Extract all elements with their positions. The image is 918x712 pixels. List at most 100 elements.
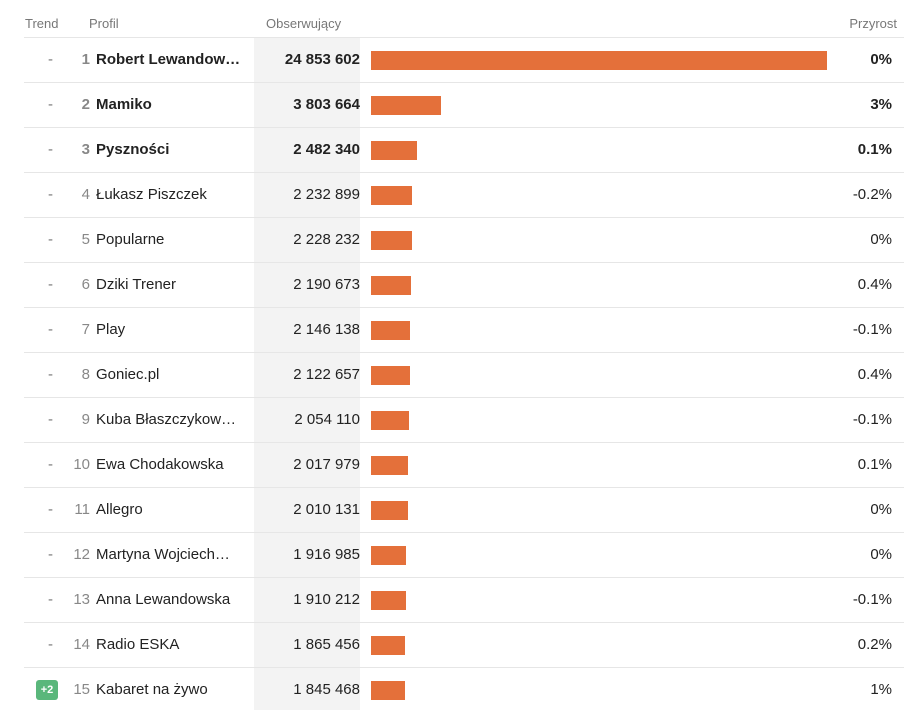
header-profile[interactable]: Profil <box>89 16 119 31</box>
growth-value: 0% <box>870 231 892 248</box>
growth-value: 1% <box>870 681 892 698</box>
followers-bar <box>371 276 411 295</box>
table-row[interactable]: - 7 Play 2 146 138 -0.1% <box>24 307 904 352</box>
table-row[interactable]: - 11 Allegro 2 010 131 0% <box>24 487 904 532</box>
growth-value: -0.2% <box>852 186 892 203</box>
table-row[interactable]: - 2 Mamiko 3 803 664 3% <box>24 82 904 127</box>
table-row[interactable]: - 14 Radio ESKA 1 865 456 0.2% <box>24 622 904 667</box>
table-row[interactable]: - 5 Popularne 2 228 232 0% <box>24 217 904 262</box>
followers-count: 2 232 899 <box>293 186 360 203</box>
trend-cell: - <box>24 38 64 82</box>
rank-number: 1 <box>81 51 90 68</box>
bar-track <box>371 308 831 352</box>
trend-up-badge: +2 <box>36 680 58 700</box>
trend-cell: - <box>24 128 64 172</box>
trend-neutral: - <box>48 321 53 338</box>
followers-bar <box>371 681 405 700</box>
growth-value: 0.1% <box>857 456 892 473</box>
followers-count: 2 228 232 <box>293 231 360 248</box>
trend-neutral: - <box>48 411 53 428</box>
table-row[interactable]: - 8 Goniec.pl 2 122 657 0.4% <box>24 352 904 397</box>
trend-cell: - <box>24 263 64 307</box>
followers-column-background <box>254 37 360 710</box>
table-row[interactable]: - 12 Martyna Wojciech… 1 916 985 0% <box>24 532 904 577</box>
table-row[interactable]: - 9 Kuba Błaszczykow… 2 054 110 -0.1% <box>24 397 904 442</box>
profile-name-link[interactable]: Martyna Wojciech… <box>96 546 230 563</box>
rank-number: 8 <box>81 366 90 383</box>
profile-name-link[interactable]: Mamiko <box>96 96 152 113</box>
bar-track <box>371 263 831 307</box>
profile-name-link[interactable]: Anna Lewandowska <box>96 591 231 608</box>
table-row[interactable]: - 4 Łukasz Piszczek 2 232 899 -0.2% <box>24 172 904 217</box>
bar-track <box>371 578 831 622</box>
rank-number: 9 <box>81 411 90 428</box>
profile-name-link[interactable]: Robert Lewandow… <box>96 51 241 68</box>
trend-cell: - <box>24 173 64 217</box>
table-row[interactable]: - 10 Ewa Chodakowska 2 017 979 0.1% <box>24 442 904 487</box>
bar-track <box>371 128 831 172</box>
profile-name-link[interactable]: Dziki Trener <box>96 276 177 293</box>
trend-neutral: - <box>48 186 53 203</box>
table-row[interactable]: - 1 Robert Lewandow… 24 853 602 0% <box>24 37 904 82</box>
trend-neutral: - <box>48 231 53 248</box>
followers-bar <box>371 141 417 160</box>
trend-cell: - <box>24 398 64 442</box>
rank-number: 12 <box>73 546 90 563</box>
trend-cell: - <box>24 443 64 487</box>
header-trend[interactable]: Trend <box>25 16 59 31</box>
table-row[interactable]: - 13 Anna Lewandowska 1 910 212 -0.1% <box>24 577 904 622</box>
trend-cell: - <box>24 488 64 532</box>
trend-neutral: - <box>48 51 53 68</box>
profile-name-link[interactable]: Kabaret na żywo <box>96 681 208 698</box>
profile-name-link[interactable]: Radio ESKA <box>96 636 180 653</box>
growth-value: -0.1% <box>852 411 892 428</box>
profile-name-link[interactable]: Łukasz Piszczek <box>96 186 207 203</box>
growth-value: 3% <box>870 96 892 113</box>
followers-bar <box>371 366 410 385</box>
followers-count: 2 054 110 <box>294 411 360 428</box>
profile-name-link[interactable]: Popularne <box>96 231 165 248</box>
trend-neutral: - <box>48 591 53 608</box>
profile-name-link[interactable]: Ewa Chodakowska <box>96 456 224 473</box>
rank-number: 2 <box>81 96 90 113</box>
followers-bar <box>371 636 405 655</box>
table-row[interactable]: - 6 Dziki Trener 2 190 673 0.4% <box>24 262 904 307</box>
rank-number: 3 <box>81 141 90 158</box>
trend-cell: - <box>24 83 64 127</box>
bar-track <box>371 668 831 712</box>
header-followers[interactable]: Obserwujący <box>266 16 342 31</box>
followers-count: 3 803 664 <box>293 96 360 113</box>
table-row[interactable]: +2 15 Kabaret na żywo 1 845 468 1% <box>24 667 904 712</box>
followers-count: 1 865 456 <box>293 636 360 653</box>
rank-number: 7 <box>81 321 90 338</box>
trend-cell: - <box>24 623 64 667</box>
rank-number: 13 <box>73 591 90 608</box>
trend-cell: - <box>24 353 64 397</box>
trend-neutral: - <box>48 141 53 158</box>
followers-count: 2 190 673 <box>293 276 360 293</box>
growth-value: 0.4% <box>857 366 892 383</box>
profile-name-link[interactable]: Kuba Błaszczykow… <box>96 411 237 428</box>
followers-bar <box>371 411 409 430</box>
followers-count: 1 845 468 <box>293 681 360 698</box>
growth-value: 0% <box>870 501 892 518</box>
bar-track <box>371 83 831 127</box>
trend-cell: - <box>24 533 64 577</box>
profile-name-link[interactable]: Pyszności <box>96 141 170 158</box>
header-growth[interactable]: Przyrost <box>849 16 897 31</box>
profile-name-link[interactable]: Goniec.pl <box>96 366 160 383</box>
followers-bar <box>371 501 408 520</box>
followers-count: 2 146 138 <box>293 321 360 338</box>
trend-neutral: - <box>48 501 53 518</box>
profile-name-link[interactable]: Allegro <box>96 501 143 518</box>
followers-bar <box>371 231 412 250</box>
rank-number: 10 <box>73 456 90 473</box>
table-row[interactable]: - 3 Pyszności 2 482 340 0.1% <box>24 127 904 172</box>
rank-number: 4 <box>81 186 90 203</box>
growth-value: 0.4% <box>857 276 892 293</box>
profile-name-link[interactable]: Play <box>96 321 126 338</box>
followers-bar <box>371 546 406 565</box>
followers-count: 1 910 212 <box>293 591 360 608</box>
rank-number: 6 <box>81 276 90 293</box>
